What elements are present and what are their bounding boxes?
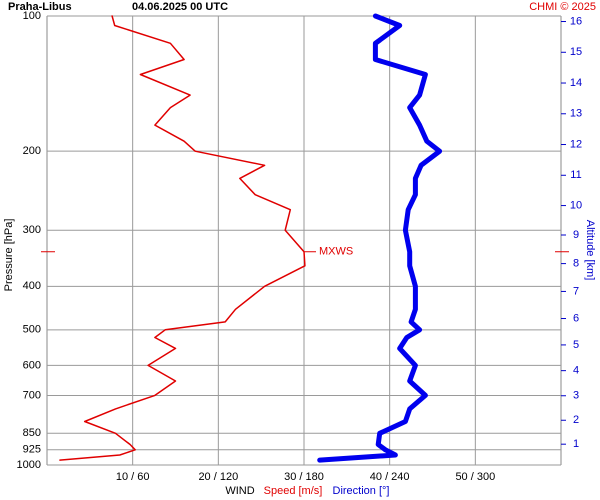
y2-tick-label: 7 <box>573 285 579 297</box>
y-tick-label: 700 <box>23 389 41 401</box>
annotation: MXWS <box>319 246 353 258</box>
y2-tick-label: 15 <box>570 46 582 58</box>
credit: CHMI © 2025 <box>529 1 596 13</box>
x-tick-label: 40 / 240 <box>370 471 410 483</box>
x-tick-label: 50 / 300 <box>455 471 495 483</box>
y-tick-label: 100 <box>23 10 41 22</box>
profile-line <box>317 13 443 463</box>
y2-tick-label: 8 <box>573 258 579 270</box>
y-tick-label: 600 <box>23 359 41 371</box>
y2-tick-label: 14 <box>570 77 582 89</box>
y2-tick-label: 3 <box>573 390 579 402</box>
x-axis-label: WIND <box>225 485 254 497</box>
y2-tick-label: 13 <box>570 108 582 120</box>
chart-subtitle: 04.06.2025 00 UTC <box>132 1 228 13</box>
x-tick-label: 10 / 60 <box>116 471 150 483</box>
x-tick-label: 20 / 120 <box>198 471 238 483</box>
chart-title: Praha-Libus <box>8 1 72 13</box>
y2-axis-label: Altitude [km] <box>584 220 596 281</box>
y2-tick-label: 9 <box>573 229 579 241</box>
y-tick-label: 400 <box>23 280 41 292</box>
y-axis-label: Pressure [hPa] <box>3 219 15 292</box>
legend-entry: Speed [m/s] <box>264 485 323 497</box>
y-tick-label: 500 <box>23 324 41 336</box>
y2-tick-label: 11 <box>570 169 581 181</box>
y2-tick-label: 5 <box>573 339 579 351</box>
y-tick-label: 1000 <box>17 459 41 471</box>
y-tick-label: 300 <box>23 224 41 236</box>
y2-tick-label: 12 <box>570 138 582 150</box>
y2-tick-label: 1 <box>573 438 579 450</box>
profile-line <box>59 15 306 461</box>
y2-tick-label: 6 <box>573 312 579 324</box>
y2-tick-label: 4 <box>573 365 579 377</box>
y-tick-label: 925 <box>23 444 41 456</box>
y2-tick-label: 16 <box>570 15 582 27</box>
y2-tick-label: 2 <box>573 414 579 426</box>
legend-entry: Direction [°] <box>333 485 390 497</box>
y-tick-label: 200 <box>23 145 41 157</box>
x-tick-label: 30 / 180 <box>284 471 324 483</box>
y-tick-label: 850 <box>23 427 41 439</box>
y2-tick-label: 10 <box>570 199 582 211</box>
